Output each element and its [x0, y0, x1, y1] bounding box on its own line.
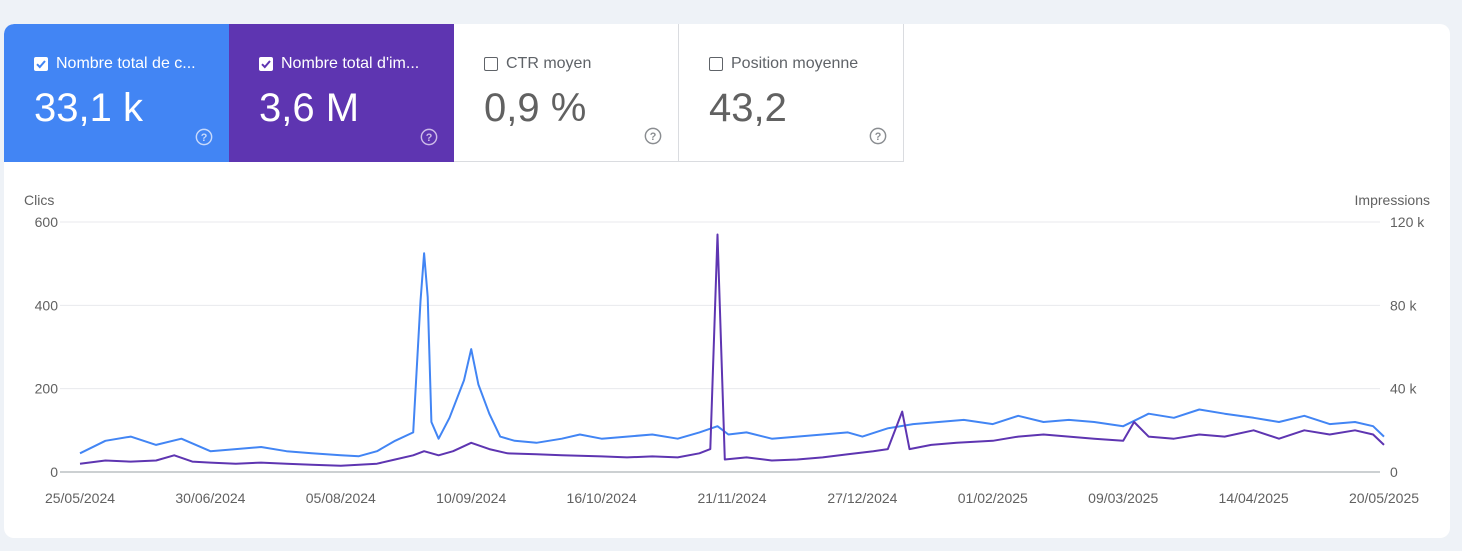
- checkbox-unchecked-icon[interactable]: [484, 57, 498, 71]
- metric-header: Nombre total d'im...: [259, 55, 434, 73]
- x-tick-label: 09/03/2025: [1088, 490, 1158, 506]
- y-right-tick-label: 80 k: [1390, 297, 1417, 313]
- x-tick-label: 01/02/2025: [958, 490, 1028, 506]
- y-axis-left-ticks: 600 400 200 0: [35, 214, 59, 480]
- x-tick-label: 30/06/2024: [175, 490, 245, 506]
- help-icon[interactable]: ?: [195, 128, 213, 146]
- metric-tiles: Nombre total de c... 33,1 k ? Nombre tot…: [4, 24, 904, 162]
- help-icon[interactable]: ?: [869, 127, 887, 145]
- metric-header: CTR moyen: [484, 55, 659, 73]
- checkbox-unchecked-icon[interactable]: [709, 57, 723, 71]
- x-tick-label: 20/05/2025: [1349, 490, 1419, 506]
- metric-tile-impressions[interactable]: Nombre total d'im... 3,6 M ?: [229, 24, 454, 162]
- x-tick-label: 21/11/2024: [697, 490, 766, 506]
- metric-header: Position moyenne: [709, 55, 884, 73]
- metric-value: 0,9 %: [484, 86, 587, 130]
- svg-text:?: ?: [875, 131, 882, 143]
- performance-chart: Clics Impressions 600 400 200 0 120 k 80 k 40…: [24, 192, 1430, 506]
- checkbox-checked-icon[interactable]: [259, 57, 273, 71]
- y-left-tick-label: 400: [35, 297, 59, 313]
- series-line-impressions: [79, 233, 1385, 467]
- y-axis-right-ticks: 120 k 80 k 40 k 0: [1390, 214, 1425, 480]
- x-tick-label: 14/04/2025: [1219, 490, 1289, 506]
- metric-tile-ctr[interactable]: CTR moyen 0,9 % ?: [454, 24, 679, 162]
- svg-text:?: ?: [650, 131, 657, 143]
- metric-value: 3,6 M: [259, 86, 360, 130]
- help-icon[interactable]: ?: [644, 127, 662, 145]
- svg-text:?: ?: [426, 132, 433, 144]
- y-right-tick-label: 0: [1390, 464, 1398, 480]
- x-tick-label: 05/08/2024: [306, 490, 376, 506]
- metric-value: 33,1 k: [34, 86, 143, 130]
- x-tick-label: 10/09/2024: [436, 490, 506, 506]
- chart-grid: [60, 221, 1380, 473]
- y-axis-right-title: Impressions: [1355, 192, 1430, 208]
- y-left-tick-label: 200: [35, 381, 59, 397]
- metric-header: Nombre total de c...: [34, 55, 209, 73]
- performance-card: Nombre total de c... 33,1 k ? Nombre tot…: [4, 24, 1450, 538]
- help-icon[interactable]: ?: [420, 128, 438, 146]
- y-left-tick-label: 600: [35, 214, 59, 230]
- x-tick-label: 25/05/2024: [45, 490, 115, 506]
- y-axis-left-title: Clics: [24, 192, 54, 208]
- y-left-tick-label: 0: [50, 464, 58, 480]
- checkbox-checked-icon[interactable]: [34, 57, 48, 71]
- series-line-clicks: [79, 252, 1385, 458]
- x-tick-label: 27/12/2024: [827, 490, 897, 506]
- y-right-tick-label: 120 k: [1390, 214, 1425, 230]
- metric-value: 43,2: [709, 86, 787, 130]
- x-axis-ticks: 25/05/2024 30/06/2024 05/08/2024 10/09/2024…: [45, 490, 1419, 506]
- y-right-tick-label: 40 k: [1390, 381, 1417, 397]
- metric-tile-clicks[interactable]: Nombre total de c... 33,1 k ?: [4, 24, 229, 162]
- chart-series: [79, 233, 1385, 467]
- x-tick-label: 16/10/2024: [567, 490, 637, 506]
- metric-tile-position[interactable]: Position moyenne 43,2 ?: [679, 24, 904, 162]
- svg-text:?: ?: [201, 132, 208, 144]
